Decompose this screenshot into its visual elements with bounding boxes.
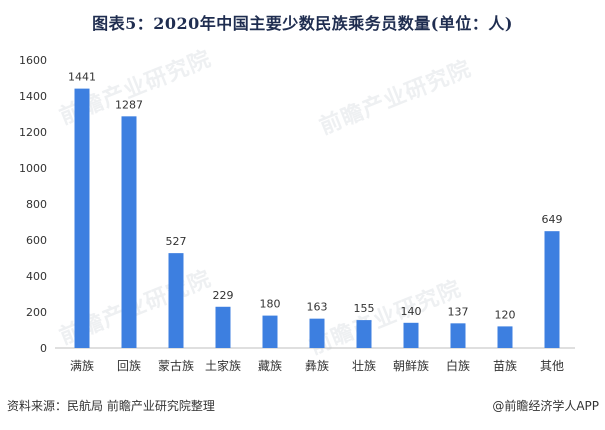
bar-value-label: 120 [495, 308, 516, 321]
bar-value-label: 180 [260, 298, 281, 311]
credit-note: @前瞻经济学人APP [492, 399, 599, 413]
source-note: 资料来源：民航局 前瞻产业研究院整理 [7, 399, 215, 413]
x-tick-label: 土家族 [205, 358, 241, 373]
bar [74, 88, 90, 349]
bar [403, 322, 419, 348]
x-tick-label: 蒙古族 [158, 358, 194, 373]
x-axis-labels: 满族 回族 蒙古族 土家族 藏族 彝族 壮族 朝鲜族 白族 苗族 其他 [70, 358, 564, 373]
x-tick-label: 彝族 [305, 358, 329, 373]
y-tick-label: 0 [40, 342, 47, 355]
bar-value-label: 155 [354, 302, 375, 315]
x-tick-label: 壮族 [352, 359, 376, 373]
x-tick-label: 朝鲜族 [393, 359, 429, 373]
chart-title: 图表5：2020年中国主要少数民族乘务员数量(单位：人) [92, 14, 513, 33]
bar [450, 323, 466, 348]
bar [497, 326, 513, 348]
x-tick-label: 其他 [540, 359, 564, 373]
bar [215, 306, 231, 348]
bar-value-label: 527 [166, 235, 187, 248]
y-axis-ticks: 0 200 400 600 800 1000 1200 1400 1600 [19, 54, 47, 355]
x-tick-label: 回族 [117, 359, 141, 373]
y-tick-label: 600 [26, 234, 47, 247]
y-tick-label: 1000 [19, 162, 47, 175]
bar [309, 318, 325, 348]
x-tick-label: 苗族 [493, 359, 517, 373]
bar-value-label: 140 [401, 305, 422, 318]
bar-value-label: 1287 [115, 98, 143, 111]
bar-value-label: 229 [213, 289, 234, 302]
bar [168, 253, 184, 348]
bar [544, 231, 560, 348]
y-tick-label: 1200 [19, 126, 47, 139]
bar [356, 320, 372, 348]
bars [74, 88, 560, 349]
bar-value-labels: 1441 1287 527 229 180 163 155 140 137 120 649 [68, 71, 563, 322]
bar-value-label: 163 [307, 301, 328, 314]
x-tick-label: 满族 [70, 359, 94, 373]
x-tick-label: 白族 [446, 358, 470, 373]
bar-value-label: 1441 [68, 71, 96, 84]
bar-value-label: 137 [448, 305, 469, 318]
y-tick-label: 400 [26, 270, 47, 283]
y-tick-label: 1600 [19, 54, 47, 67]
x-tick-label: 藏族 [258, 359, 282, 373]
y-tick-label: 1400 [19, 90, 47, 103]
y-tick-label: 800 [26, 198, 47, 211]
bar [262, 315, 278, 348]
bar [121, 116, 137, 348]
bar-value-label: 649 [542, 213, 563, 226]
y-tick-label: 200 [26, 306, 47, 319]
